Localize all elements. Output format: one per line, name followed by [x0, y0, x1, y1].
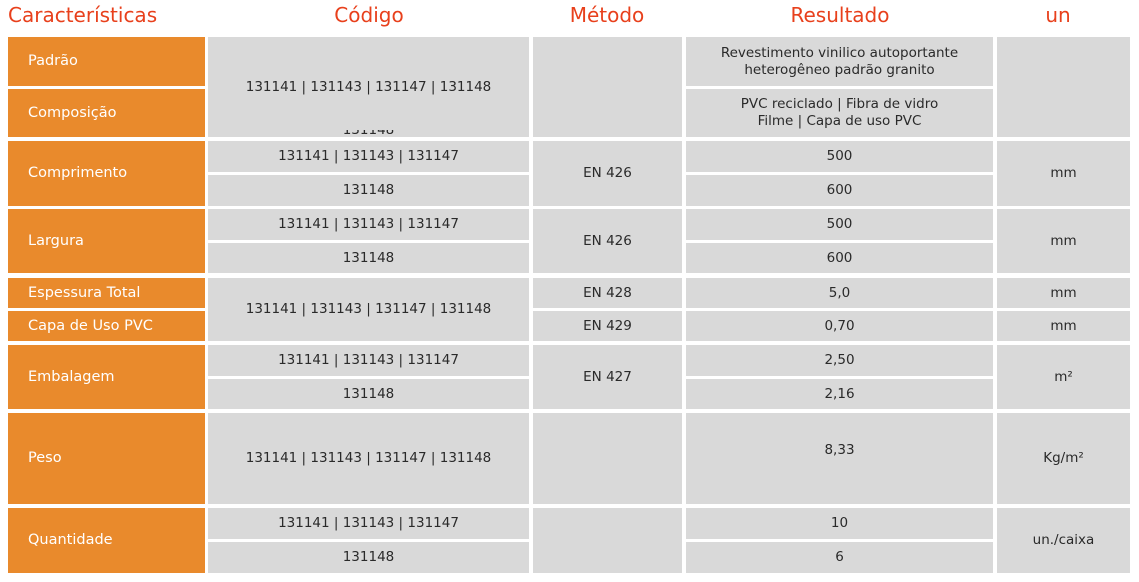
row-label: Espessura Total: [8, 278, 205, 308]
row-label: Capa de Uso PVC: [8, 311, 205, 341]
row-label: Quantidade: [8, 508, 205, 573]
code-overflow: 131148: [208, 130, 529, 137]
row-label: Comprimento: [8, 141, 205, 206]
code-cell: 131141 | 131143 | 131147: [208, 141, 529, 172]
unit-cell: mm: [997, 278, 1130, 308]
result-cell: 600: [686, 243, 993, 273]
result-cell: 500: [686, 209, 993, 240]
unit-cell: m²: [997, 345, 1130, 409]
method-cell: EN 427: [533, 345, 682, 409]
method-cell: [533, 508, 682, 573]
method-cell: EN 426: [533, 209, 682, 273]
header-characteristic: Características: [8, 3, 158, 27]
code-cell: 131141 | 131143 | 131147: [208, 209, 529, 240]
method-cell: EN 426: [533, 141, 682, 206]
header-code: Código: [334, 3, 404, 27]
row-label: Embalagem: [8, 345, 205, 409]
row-label: Padrão: [8, 37, 205, 86]
unit-cell: mm: [997, 209, 1130, 273]
result-cell: 2,50: [686, 345, 993, 376]
method-cell: [533, 37, 682, 137]
code-cell: 131141 | 131143 | 131147 | 131148: [208, 278, 529, 341]
method-cell: EN 429: [533, 311, 682, 341]
method-cell: EN 428: [533, 278, 682, 308]
code-cell: 131141 | 131143 | 131147: [208, 345, 529, 376]
unit-cell: Kg/m²: [997, 413, 1130, 504]
code-cell: 131148: [208, 175, 529, 206]
unit-cell: [997, 37, 1130, 137]
row-label: Peso: [8, 413, 205, 504]
result-cell: 6: [686, 542, 993, 573]
result-cell: 0,70: [686, 311, 993, 341]
result-cell: 600: [686, 175, 993, 206]
header-result: Resultado: [790, 3, 890, 27]
code-cell: 131148: [208, 379, 529, 409]
code-cell: 131148: [208, 542, 529, 573]
row-label: Largura: [8, 209, 205, 273]
result-cell: PVC reciclado | Fibra de vidro Filme | C…: [686, 89, 993, 137]
result-cell: 500: [686, 141, 993, 172]
header-method: Método: [569, 3, 645, 27]
code-cell: 131141 | 131143 | 131147 | 131148: [208, 413, 529, 504]
code-overflow-text: 131148: [208, 130, 529, 137]
code-cell: 131148: [208, 243, 529, 273]
unit-cell: mm: [997, 311, 1130, 341]
code-cell: 131141 | 131143 | 131147 | 131148: [208, 37, 529, 137]
method-cell: [533, 413, 682, 504]
code-cell: 131141 | 131143 | 131147: [208, 508, 529, 539]
unit-cell: mm: [997, 141, 1130, 206]
unit-cell: un./caixa: [997, 508, 1130, 573]
header-unit: un: [1045, 3, 1071, 27]
result-cell: 8,33: [686, 413, 993, 504]
row-label: Composição: [8, 89, 205, 137]
result-cell: 10: [686, 508, 993, 539]
result-cell: 2,16: [686, 379, 993, 409]
result-cell: 5,0: [686, 278, 993, 308]
result-cell: Revestimento vinilico autoportante heter…: [686, 37, 993, 86]
